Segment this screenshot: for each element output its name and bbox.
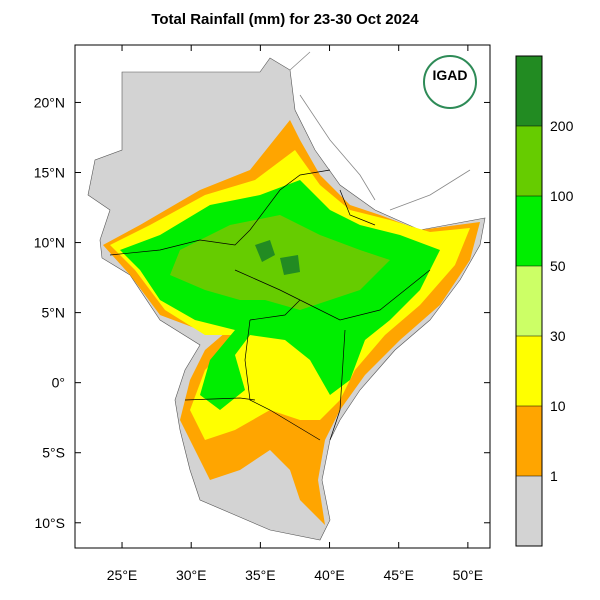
colorbar-segment	[516, 126, 542, 196]
y-tick-label: 0°	[52, 375, 65, 391]
rain-very-heavy	[170, 215, 390, 310]
colorbar-label: 1	[550, 468, 558, 484]
x-tick-label: 40°E	[314, 567, 345, 583]
colorbar-label: 30	[550, 328, 566, 344]
country-borders	[109, 169, 431, 441]
colorbar-frame	[515, 55, 543, 547]
colorbar-label: 200	[550, 118, 574, 134]
colorbar-segment	[516, 266, 542, 336]
colorbar-label: 50	[550, 258, 566, 274]
y-tick-label: 10°S	[34, 515, 65, 531]
colorbar-segment	[516, 196, 542, 266]
coastline	[289, 51, 471, 211]
x-tick-label: 30°E	[176, 567, 207, 583]
y-tick-label: 10°N	[34, 235, 65, 251]
colorbar-segment	[516, 336, 542, 406]
x-tick-label: 35°E	[245, 567, 276, 583]
map-frame	[74, 44, 491, 549]
x-tick-label: 45°E	[383, 567, 414, 583]
logo: IGAD	[423, 55, 477, 109]
colorbar-segment	[516, 56, 542, 126]
y-tick-label: 15°N	[34, 165, 65, 181]
y-tick-label: 5°N	[42, 305, 66, 321]
y-tick-label: 20°N	[34, 94, 65, 110]
y-tick-label: 5°S	[42, 445, 65, 461]
logo-text: IGAD	[433, 67, 468, 83]
x-tick-label: 50°E	[453, 567, 484, 583]
colorbar-label: 100	[550, 188, 574, 204]
colorbar-segment	[516, 406, 542, 476]
rain-extreme	[255, 240, 300, 275]
colorbar-segment	[516, 476, 542, 546]
colorbar-label: 10	[550, 398, 566, 414]
map-area: IGAD	[74, 44, 491, 549]
x-tick-label: 25°E	[107, 567, 138, 583]
map-title: Total Rainfall (mm) for 23-30 Oct 2024	[151, 11, 419, 28]
